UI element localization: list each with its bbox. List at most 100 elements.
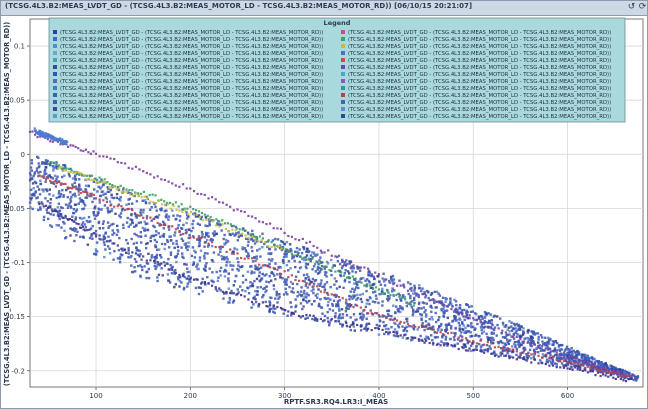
data-point-bulk (508, 330, 511, 333)
data-point-hi-trace-yellow (115, 188, 118, 191)
data-point-bulk (31, 193, 34, 196)
data-point-bulk (80, 217, 84, 220)
data-point-mid-trace-red (312, 285, 315, 288)
data-point-bulk (489, 326, 493, 329)
data-point-bulk (133, 232, 136, 236)
data-point-bulk (62, 164, 65, 167)
data-point-lower-edge (247, 298, 250, 301)
data-point-bulk (146, 228, 150, 232)
data-point-bulk (469, 310, 473, 314)
data-point-mid-trace-red (414, 325, 417, 328)
data-point-bulk (561, 357, 565, 360)
data-point-bulk (191, 246, 195, 249)
data-point-bulk (188, 280, 191, 283)
data-point-bulk (570, 350, 574, 353)
data-point-bulk (241, 289, 244, 292)
data-point-hi-trace-green (308, 258, 311, 261)
data-point-bulk (228, 301, 231, 304)
data-point-bulk (255, 277, 259, 281)
data-point-bulk (64, 237, 67, 240)
data-point-bulk (239, 266, 242, 269)
data-point-bulk (183, 275, 186, 279)
data-point-bulk (304, 284, 307, 287)
data-point-mid-trace-red (614, 372, 617, 375)
data-point-bulk (200, 235, 204, 239)
data-point-lower-edge (522, 357, 526, 360)
data-point-lower-edge (287, 310, 290, 313)
data-point-hi-trace-yellow (90, 179, 93, 182)
data-point-bulk (344, 320, 348, 323)
data-point-bulk (319, 256, 322, 259)
data-point-mid-trace-red (79, 191, 82, 195)
data-point-bulk (143, 227, 147, 230)
data-point-bulk (219, 250, 222, 253)
data-point-bulk (420, 313, 423, 317)
data-point-bulk (444, 329, 447, 332)
data-point-bulk (84, 226, 88, 229)
data-point-bulk (37, 156, 40, 159)
data-point-bulk (496, 323, 499, 327)
data-point-bulk (522, 341, 525, 345)
data-point-bulk (453, 316, 456, 320)
data-point-hi-trace-yellow (205, 218, 208, 221)
data-point-bulk (104, 196, 108, 199)
data-point-bulk (506, 352, 509, 355)
data-point-bulk (316, 268, 319, 271)
data-point-bulk (100, 190, 103, 193)
data-point-bulk (517, 323, 521, 327)
data-point-lower-edge (414, 336, 417, 339)
data-point-bulk (405, 337, 408, 340)
data-point-mid-trace-red (544, 353, 547, 357)
data-point-upper-edge (113, 157, 116, 161)
data-point-mid-trace-red (323, 291, 326, 294)
data-point-bulk (136, 264, 140, 268)
data-point-upper-edge (120, 161, 123, 164)
data-point-bulk (425, 302, 428, 305)
data-point-bulk (285, 264, 289, 267)
data-point-bulk (87, 215, 91, 219)
data-point-bulk (338, 299, 341, 302)
data-point-mid-trace-red (435, 331, 439, 334)
data-point-upper-edge (457, 311, 460, 315)
data-point-bulk (523, 337, 526, 340)
data-point-mid-trace-red (254, 259, 257, 262)
data-point-bulk (390, 277, 393, 281)
data-point-hi-trace-yellow (198, 216, 201, 219)
data-point-bulk (292, 312, 295, 315)
data-point-bulk (279, 275, 282, 278)
data-point-bulk (303, 295, 306, 298)
data-point-lower-edge (207, 282, 210, 285)
data-point-bulk (381, 290, 384, 293)
data-point-bulk (458, 324, 461, 327)
data-point-bulk (185, 245, 188, 248)
data-point-bulk (144, 234, 147, 237)
data-point-bulk (209, 239, 212, 242)
data-point-bulk (135, 246, 138, 249)
data-point-bulk (250, 246, 253, 249)
pin-icon[interactable]: ↺ (627, 2, 636, 12)
data-point-hi-trace-green (331, 266, 334, 269)
data-point-bulk (514, 327, 517, 330)
data-point-mid-trace-red (522, 350, 526, 353)
data-point-bulk (335, 287, 339, 290)
data-point-bulk (139, 208, 143, 212)
data-point-upper-edge (269, 222, 272, 225)
data-point-hi-trace-green (85, 174, 88, 177)
data-point-bulk (241, 281, 245, 284)
data-point-bulk (350, 323, 353, 327)
data-point-upper-edge (258, 220, 261, 223)
data-point-bulk (207, 231, 210, 235)
data-point-hi-trace-yellow (126, 190, 129, 193)
data-point-upper-edge (163, 178, 166, 182)
data-point-bulk (154, 244, 157, 247)
data-point-bulk (304, 277, 307, 280)
data-point-upper-edge (301, 237, 304, 240)
refresh-icon[interactable]: ⟳ (638, 2, 647, 12)
data-point-bulk (71, 183, 74, 186)
data-point-lower-edge (385, 330, 388, 334)
data-point-bulk (295, 254, 299, 257)
data-point-bulk (321, 312, 324, 315)
data-point-bulk (92, 214, 96, 217)
data-point-bulk (436, 335, 439, 339)
data-point-bulk (77, 193, 81, 196)
